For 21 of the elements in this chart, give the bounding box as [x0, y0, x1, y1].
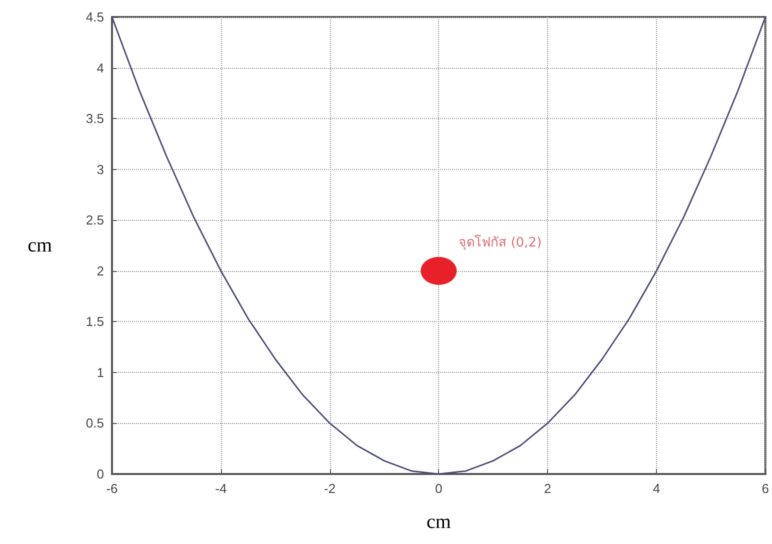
x-tick-label: -2 [324, 481, 336, 496]
y-tick-label: 3.5 [86, 111, 104, 126]
x-tick-label: 0 [435, 481, 442, 496]
y-tick-label: 4 [96, 60, 104, 76]
x-tick-label: 2 [544, 481, 552, 496]
x-tick-label: 6 [762, 481, 769, 496]
x-axis-title: cm [426, 511, 452, 533]
y-tick-label: 2.5 [86, 212, 104, 228]
y-tick-label: 3 [96, 162, 104, 177]
x-tick-label: -4 [215, 481, 227, 496]
y-tick-label: 2 [96, 263, 104, 278]
y-tick-label: 1 [96, 364, 104, 380]
y-tick-label: 4.5 [86, 10, 104, 24]
line-series [111, 16, 766, 475]
y-tick-label: 1.5 [86, 314, 104, 330]
y-axis-title: cm [28, 234, 52, 256]
x-tick-label: 4 [652, 481, 660, 496]
y-tick-label: 0 [96, 466, 104, 482]
y-tick-label: 0.5 [86, 416, 104, 431]
x-tick-label: -6 [106, 481, 118, 496]
annotation: จุดโฟกัส (0,2) [458, 234, 542, 250]
